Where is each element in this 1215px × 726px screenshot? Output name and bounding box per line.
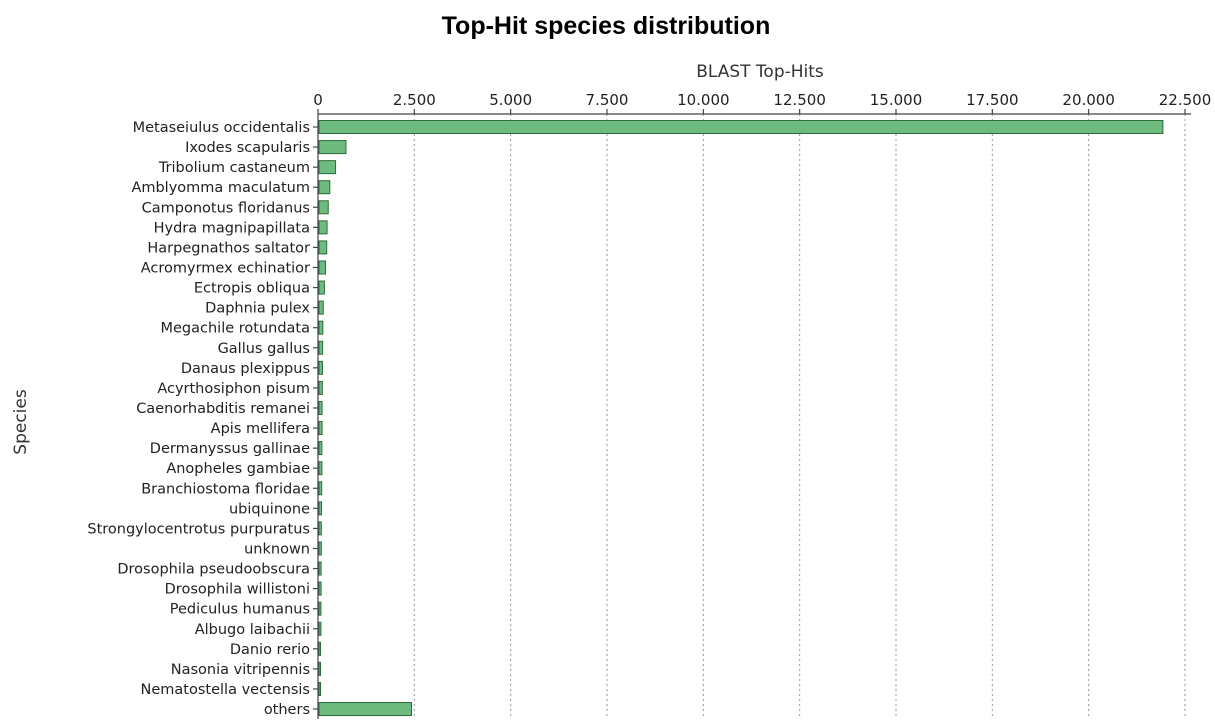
bar	[318, 641, 322, 656]
bar	[318, 280, 325, 295]
category-label: Tribolium castaneum	[158, 160, 310, 176]
bar	[318, 501, 323, 516]
bars	[318, 120, 1164, 717]
bar	[318, 421, 323, 436]
category-label: Harpegnathos saltator	[147, 240, 310, 256]
category-labels: Metaseiulus occidentalis Ixodes scapulari…	[87, 120, 318, 718]
bar	[318, 702, 412, 717]
bar	[318, 340, 324, 355]
category-label: Strongylocentrotus purpuratus	[87, 521, 310, 537]
bar	[318, 561, 322, 576]
category-label: Camponotus floridanus	[142, 200, 310, 216]
bar	[318, 441, 323, 456]
bar	[318, 120, 1164, 134]
x-tick-label: 7.500	[586, 91, 629, 109]
category-label: Nasonia vitripennis	[171, 662, 310, 678]
category-label: Acromyrmex echinatior	[141, 260, 310, 276]
bar	[318, 681, 321, 696]
bar	[318, 621, 322, 636]
bar	[318, 200, 329, 215]
bar	[318, 581, 322, 596]
category-label: Megachile rotundata	[160, 321, 310, 337]
category-label: Pediculus humanus	[170, 602, 310, 618]
category-label: Metaseiulus occidentalis	[133, 120, 310, 136]
x-axis-ticks: 0 2.500 5.000 7.500 10.000 12.500 15.000 17.500…	[313, 91, 1211, 114]
bar	[318, 240, 328, 255]
y-axis-title: Species	[11, 389, 31, 455]
bar	[318, 541, 322, 556]
category-label: Ixodes scapularis	[185, 140, 310, 156]
category-label: Acyrthosiphon pisum	[157, 381, 310, 397]
category-label: Danio rerio	[230, 642, 310, 658]
category-label: unknown	[244, 541, 310, 557]
category-label: Dermanyssus gallinae	[150, 441, 310, 457]
category-label: Drosophila willistoni	[165, 582, 310, 598]
x-tick-label: 12.500	[773, 91, 826, 109]
bar	[318, 320, 324, 335]
bar	[318, 180, 331, 195]
x-tick-label: 0	[313, 91, 323, 109]
category-label: Daphnia pulex	[205, 301, 310, 317]
category-label: Branchiostoma floridae	[141, 481, 310, 497]
bar	[318, 140, 347, 155]
category-label: Gallus gallus	[218, 341, 310, 357]
x-tick-label: 10.000	[677, 91, 730, 109]
x-tick-label: 5.000	[489, 91, 532, 109]
category-label: Danaus plexippus	[181, 361, 310, 377]
x-tick-label: 15.000	[870, 91, 923, 109]
bar	[318, 461, 323, 476]
bar	[318, 521, 322, 536]
category-label: Drosophila pseudoobscura	[117, 562, 310, 578]
x-tick-label: 17.500	[966, 91, 1019, 109]
bar	[318, 661, 321, 676]
category-label: Amblyomma maculatum	[131, 180, 310, 196]
bar	[318, 220, 328, 235]
category-label: Caenorhabditis remanei	[136, 401, 310, 417]
category-label: Anopheles gambiae	[166, 461, 310, 477]
bar	[318, 601, 322, 616]
category-label: Ectropis obliqua	[194, 281, 310, 297]
category-label: ubiquinone	[229, 501, 310, 517]
bar	[318, 400, 323, 415]
grid-lines	[413, 114, 1186, 720]
category-label: Albugo laibachii	[195, 622, 310, 638]
x-axis-title: BLAST Top-Hits	[696, 62, 824, 82]
category-label: Apis mellifera	[211, 421, 310, 437]
bar	[318, 380, 323, 395]
x-tick-label: 22.500	[1159, 91, 1212, 109]
bar	[318, 481, 323, 496]
bar	[318, 360, 323, 375]
x-tick-label: 20.000	[1062, 91, 1115, 109]
bar	[318, 300, 324, 315]
bar	[318, 260, 327, 275]
category-label: Hydra magnipapillata	[154, 220, 310, 236]
chart-title: Top-Hit species distribution	[442, 12, 771, 40]
category-label: Nematostella vectensis	[141, 682, 310, 698]
bar	[318, 160, 337, 175]
x-tick-label: 2.500	[393, 91, 436, 109]
category-label: others	[264, 702, 310, 718]
